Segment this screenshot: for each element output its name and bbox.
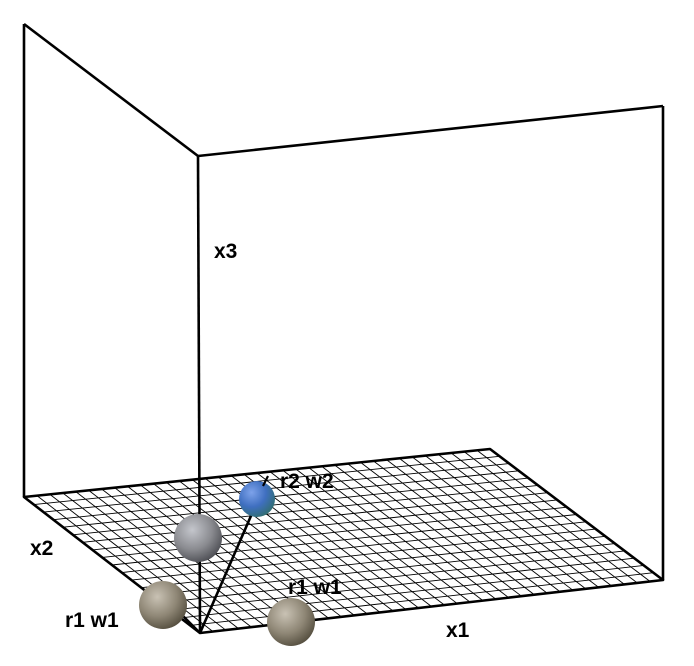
point-label: r1 w1 xyxy=(65,609,119,632)
data-point-sphere xyxy=(174,514,222,562)
grid-line xyxy=(160,550,625,604)
grid-line xyxy=(72,484,539,536)
point-label: r1 w1 xyxy=(288,576,342,599)
stem-line xyxy=(262,475,269,487)
grid-line xyxy=(43,463,510,513)
x3-axis-label: x3 xyxy=(214,240,237,263)
grid-line xyxy=(131,528,596,581)
box-frame xyxy=(22,22,665,635)
data-point-sphere xyxy=(139,581,187,629)
grid-line xyxy=(151,543,615,596)
floor-grid xyxy=(33,449,654,632)
grid-line xyxy=(53,470,519,521)
frame-edge xyxy=(197,104,664,158)
data-point-sphere xyxy=(267,598,315,646)
grid-line xyxy=(63,477,529,528)
grid-line xyxy=(141,535,606,589)
grid-line xyxy=(180,564,644,619)
x2-axis-label: x2 xyxy=(30,537,53,560)
x1-axis-label: x1 xyxy=(446,619,470,642)
grid-line xyxy=(92,499,558,551)
point-label: r2 w2 xyxy=(280,470,334,493)
frame-edge xyxy=(23,22,199,158)
floor-outline xyxy=(22,447,665,635)
stem-line xyxy=(198,501,259,634)
grid-line xyxy=(82,492,548,543)
stem-line xyxy=(180,613,201,634)
data-point-sphere-blue xyxy=(239,481,275,517)
grid-line xyxy=(190,572,654,626)
grid-line xyxy=(170,557,635,611)
